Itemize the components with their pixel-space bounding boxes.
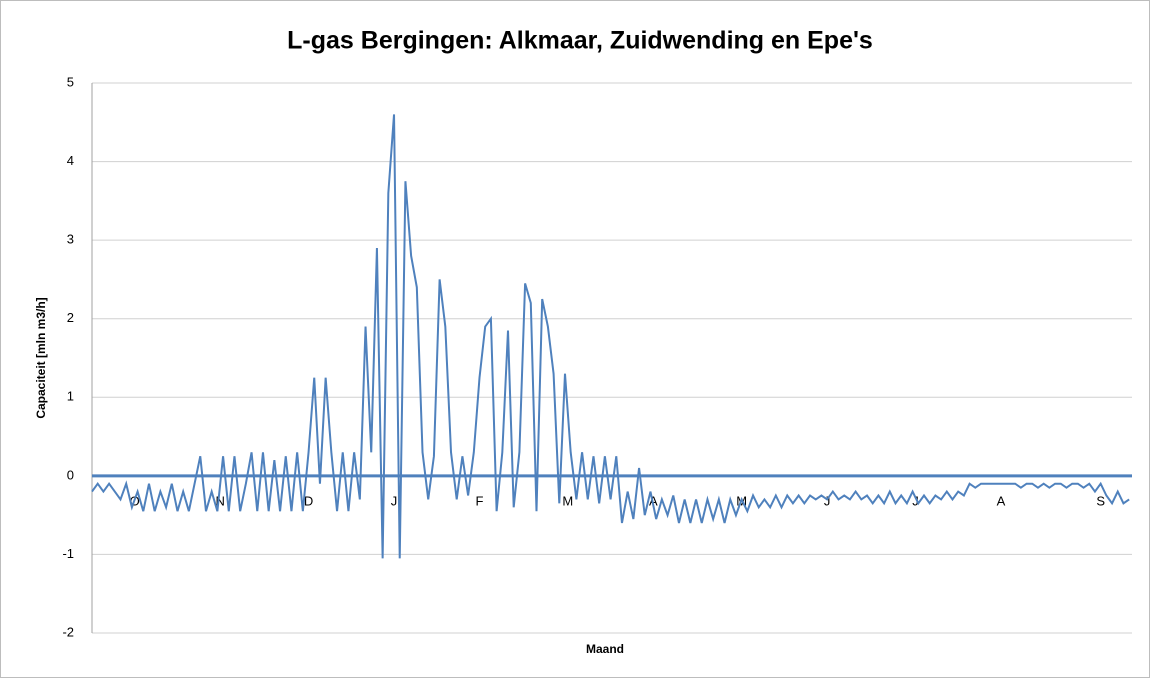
y-tick-label: -1 [62, 546, 74, 561]
x-axis-label: Maand [586, 642, 624, 656]
chart-title: L-gas Bergingen: Alkmaar, Zuidwending en… [287, 27, 873, 55]
x-tick-label: D [304, 493, 313, 508]
y-axis-label: Capaciteit [mln m3/h] [34, 297, 48, 418]
x-tick-label: F [476, 493, 484, 508]
data-line [91, 114, 1130, 559]
x-tick-label: A [997, 493, 1006, 508]
x-tick-label: J [824, 493, 831, 508]
y-tick-label: -2 [62, 624, 74, 639]
x-tick-label: J [391, 493, 398, 508]
y-tick-label: 2 [67, 310, 74, 325]
y-tick-label: 3 [67, 232, 74, 247]
y-tick-label: 5 [67, 74, 74, 89]
y-tick-label: 4 [67, 153, 74, 168]
x-tick-label: A [649, 493, 658, 508]
x-tick-label: J [912, 493, 919, 508]
x-tick-label: S [1096, 493, 1105, 508]
y-tick-label: 1 [67, 389, 74, 404]
x-tick-label: N [216, 493, 225, 508]
x-tick-label: M [562, 493, 573, 508]
y-tick-label: 0 [67, 467, 74, 482]
